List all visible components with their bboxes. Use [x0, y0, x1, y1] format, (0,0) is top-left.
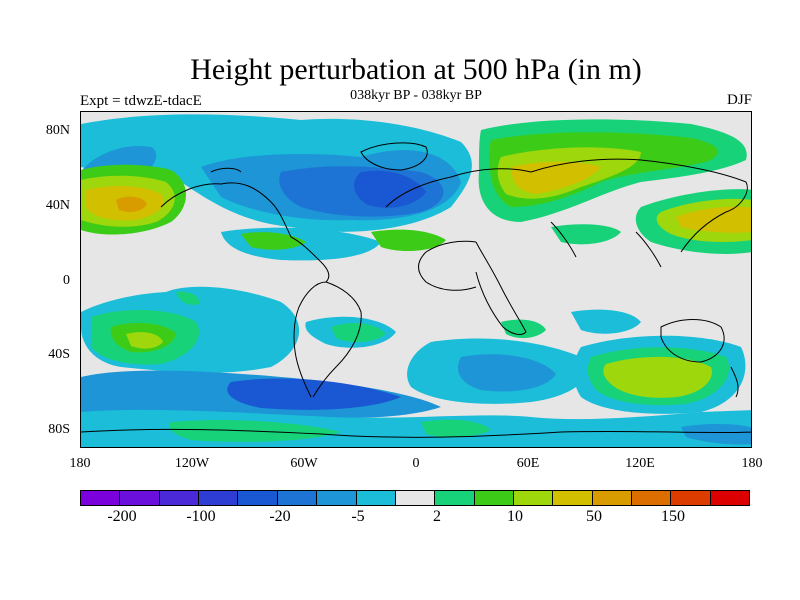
colorbar-cell	[356, 491, 396, 505]
chart-title: Height perturbation at 500 hPa (in m)	[190, 53, 642, 86]
contour-yellow-south-pacific	[126, 332, 163, 349]
coastline-antarctica	[81, 428, 751, 438]
y-tick-label: 0	[63, 273, 70, 288]
contour-gold-eurasia	[511, 161, 601, 194]
y-tick-label: 80S	[48, 422, 70, 437]
contour-green-caribbean	[241, 232, 306, 250]
colorbar-label: 150	[661, 508, 685, 525]
coastline-africa-west	[418, 240, 477, 291]
coastline-greenland-europe	[385, 168, 532, 208]
period-label: 038kyr BP - 038kyr BP	[350, 88, 482, 103]
contour-yellow-south-australia	[603, 356, 712, 398]
y-tick-label: 40N	[45, 198, 70, 213]
colorbar-cell	[553, 491, 593, 505]
map-panel	[80, 111, 752, 448]
contour-darkblue-southern-ocean	[227, 378, 401, 410]
colorbar-label: 2	[433, 508, 441, 525]
colorbar-cell	[710, 491, 750, 505]
colorbar-label: 10	[507, 508, 523, 525]
x-tick-label: 60E	[516, 456, 540, 471]
colorbar-cell	[159, 491, 200, 505]
x-tick-label: 0	[412, 456, 420, 471]
x-tick-label: 120E	[625, 456, 655, 471]
contour-green-sahara	[371, 229, 446, 252]
x-tick-label: 180	[69, 456, 91, 471]
coastline-india	[550, 221, 577, 258]
colorbar-cell	[395, 491, 436, 505]
coastline-greenland	[360, 142, 428, 171]
y-tick-label: 80N	[45, 123, 70, 138]
colorbar-cell	[435, 491, 475, 505]
coastlines	[81, 142, 751, 438]
contour-blue-antarctic-east	[681, 424, 751, 445]
colorbar-label: -200	[107, 508, 137, 525]
colorbar-cell	[671, 491, 711, 505]
season-label: DJF	[726, 92, 752, 108]
x-tick-label: 120W	[174, 456, 210, 471]
contour-blue-indian-ocean	[457, 354, 556, 392]
colorbar-label: -5	[351, 508, 365, 525]
contour-green-blob-sp	[176, 291, 200, 305]
coastline-southeast-asia	[635, 231, 662, 268]
colorbar-cell	[513, 491, 554, 505]
y-tick-label: 40S	[48, 347, 70, 362]
colorbar-cell	[317, 491, 357, 505]
colorbar-cell	[277, 491, 318, 505]
coastline-new-zealand	[730, 366, 739, 398]
colorbar-cell	[81, 491, 121, 505]
colorbar-cell	[238, 491, 278, 505]
coastline-south-america-west	[293, 281, 327, 398]
contour-green-india	[551, 224, 621, 245]
x-tick-label: 180	[741, 456, 763, 471]
contour-dark-blue-north	[354, 170, 426, 208]
colorbar-label: -20	[269, 508, 291, 525]
anomaly-map	[81, 112, 751, 447]
colorbar-cell	[199, 491, 239, 505]
colorbar-cell	[474, 491, 514, 505]
x-tick-label: 60W	[290, 456, 318, 471]
coastline-asia	[530, 158, 748, 253]
colorbar-cell	[120, 491, 160, 505]
colorbar	[80, 490, 750, 506]
coastline-alaska	[210, 167, 242, 173]
coastline-africa-east	[475, 241, 527, 335]
contour-green-antarctic-2	[421, 419, 491, 438]
coastline-north-america	[160, 182, 330, 283]
coastline-australia	[660, 319, 725, 363]
experiment-label: Expt = tdwzE-tdacE	[80, 93, 202, 109]
contour-orange-pacific-west	[116, 196, 147, 212]
contour-green-madagascar	[501, 319, 546, 339]
colorbar-cell	[592, 491, 633, 505]
contour-cyan-east-indian	[571, 309, 641, 334]
coastline-south-america	[312, 281, 362, 398]
colorbar-cell	[632, 491, 672, 505]
colorbar-label: 50	[586, 508, 602, 525]
colorbar-label: -100	[186, 508, 216, 525]
